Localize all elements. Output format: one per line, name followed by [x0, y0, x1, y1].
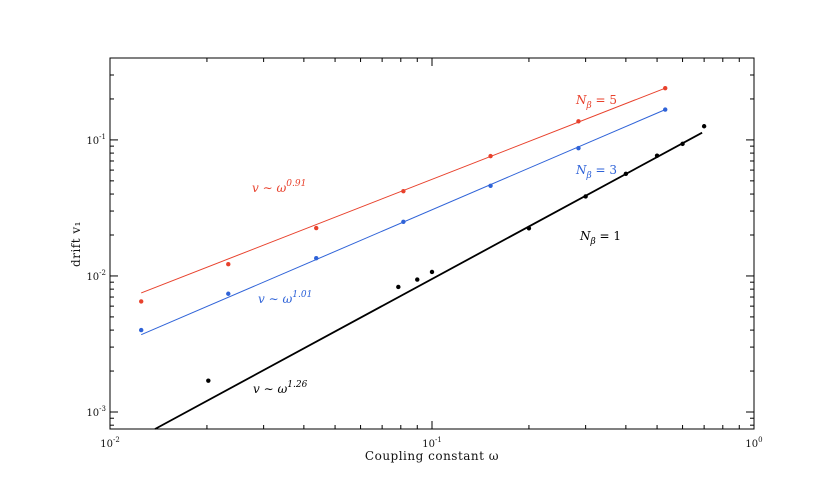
x-tick-mantissa: 10 — [422, 439, 435, 450]
data-point-series-2 — [680, 141, 685, 147]
y-tick-label: 10-2 — [86, 269, 106, 283]
x-tick-label: 100 — [745, 436, 762, 450]
x-axis-label: Coupling constant ω — [365, 449, 499, 463]
data-point-series-2 — [206, 378, 211, 383]
annotation-fit-black: v ∼ ω1.26 — [253, 380, 308, 396]
data-points — [139, 85, 707, 383]
data-point-series-1 — [314, 256, 319, 261]
x-tick-exponent: -2 — [113, 436, 120, 444]
data-point-series-1 — [226, 291, 231, 296]
y-tick-mantissa: 10 — [86, 272, 99, 283]
fit-line-series-2 — [154, 131, 703, 430]
y-tick-label: 10-3 — [86, 405, 106, 419]
annotation-fit-red-exp: 0.91 — [286, 179, 306, 189]
y-tick-exponent: -2 — [99, 269, 106, 277]
data-point-series-0 — [663, 85, 668, 91]
series-label-n1-main: N — [579, 229, 591, 243]
data-point-series-1 — [488, 183, 493, 188]
series-label-n1-tail: = 1 — [596, 229, 621, 243]
data-point-series-1 — [663, 107, 668, 112]
series-label-n3-tail: = 3 — [592, 163, 617, 177]
x-tick-label: 10-2 — [100, 436, 120, 450]
x-tick-exponent: 0 — [758, 436, 762, 444]
y-tick-mantissa: 10 — [86, 136, 99, 147]
y-axis-label: drift v₁ — [69, 221, 83, 267]
x-tick-label: 10-1 — [422, 436, 442, 450]
annotation-fit-blue-base: v ∼ ω — [258, 292, 292, 306]
data-point-series-2 — [526, 226, 532, 231]
data-point-series-2 — [396, 284, 401, 290]
annotation-fit-red-base: v ∼ ω — [252, 181, 286, 195]
annotation-fit-blue: v ∼ ω1.01 — [258, 290, 312, 306]
data-point-series-2 — [654, 153, 660, 158]
data-point-series-0 — [314, 225, 319, 231]
series-label-n1: Nβ = 1 — [579, 229, 621, 247]
annotation-fit-red: v ∼ ω0.91 — [252, 179, 306, 195]
fit-lines — [141, 87, 703, 430]
data-point-series-0 — [488, 153, 493, 159]
data-point-series-0 — [401, 188, 406, 194]
plot-frame — [109, 57, 755, 430]
data-point-series-1 — [576, 145, 581, 151]
data-point-series-2 — [429, 269, 435, 275]
data-point-series-2 — [701, 124, 707, 129]
x-tick-mantissa: 10 — [745, 439, 758, 450]
annotation-fit-black-base: v ∼ ω — [253, 382, 287, 396]
y-tick-exponent: -3 — [99, 405, 106, 413]
series-label-n5-sub: β — [586, 101, 592, 111]
series-label-n5: Nβ = 5 — [575, 93, 617, 111]
series-label-n3-sub: β — [586, 171, 592, 181]
series-label-n3: Nβ = 3 — [575, 163, 617, 181]
annotation-fit-black-exp: 1.26 — [287, 380, 307, 390]
annotation-fit-blue-exp: 1.01 — [292, 290, 312, 300]
x-tick-mantissa: 10 — [100, 439, 113, 450]
axis-ticks — [109, 57, 754, 429]
series-label-n1-sub: β — [590, 237, 596, 247]
y-tick-exponent: -1 — [99, 133, 106, 141]
data-point-series-2 — [415, 277, 420, 282]
data-point-series-2 — [623, 171, 629, 177]
series-label-n5-tail: = 5 — [592, 93, 617, 107]
series-label-n3-main: N — [575, 163, 587, 177]
y-tick-mantissa: 10 — [86, 408, 99, 419]
data-point-series-1 — [139, 327, 144, 333]
x-tick-exponent: -1 — [435, 436, 442, 444]
data-point-series-0 — [139, 299, 144, 304]
y-tick-label: 10-1 — [86, 133, 106, 147]
data-point-series-0 — [576, 119, 581, 124]
data-point-series-2 — [583, 194, 588, 199]
series-label-n5-main: N — [575, 93, 587, 107]
data-point-series-0 — [226, 262, 231, 267]
data-point-series-1 — [401, 219, 406, 225]
